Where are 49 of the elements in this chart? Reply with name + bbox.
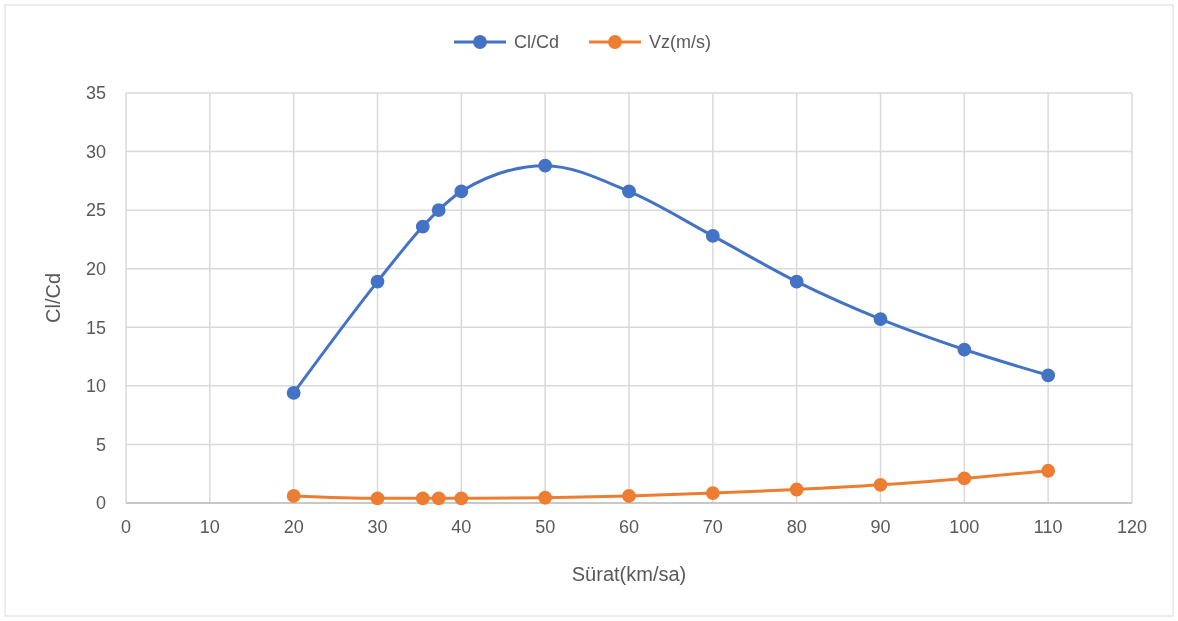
point: [622, 184, 636, 199]
point: [873, 312, 888, 326]
point: [538, 490, 553, 505]
point: [454, 491, 469, 506]
y-axis-title: Cl/Cd: [42, 272, 64, 324]
point: [705, 229, 720, 243]
x-tick-label: 50: [535, 517, 556, 537]
x-tick-label: 0: [120, 517, 132, 537]
legend-label: Cl/Cd: [514, 32, 560, 53]
point: [1041, 368, 1056, 383]
x-axis-title: Sürat(km/sa): [571, 563, 687, 585]
point: [431, 203, 446, 218]
point: [415, 219, 430, 234]
point: [415, 491, 430, 506]
point: [622, 489, 636, 503]
y-tick-label: 20: [85, 259, 106, 280]
x-tick-label: 20: [283, 517, 304, 537]
x-tick-label: 30: [367, 517, 388, 537]
y-tick-label: 10: [85, 376, 106, 397]
point: [431, 491, 446, 506]
x-tick-label: 110: [1033, 517, 1063, 537]
x-tick-label: 120: [1116, 517, 1148, 537]
point: [286, 385, 301, 400]
point: [873, 477, 888, 492]
point: [370, 491, 385, 506]
point: [370, 274, 385, 289]
x-tick-label: 60: [618, 517, 640, 537]
y-tick-label: 35: [85, 83, 106, 104]
point: [538, 158, 553, 173]
point: [705, 486, 720, 500]
point: [957, 471, 972, 486]
x-tick-label: 80: [786, 517, 807, 537]
y-tick-label: 5: [95, 434, 106, 455]
y-tick-label: 30: [85, 141, 106, 162]
x-tick-label: 90: [870, 517, 891, 537]
y-tick-label: 25: [85, 200, 106, 221]
y-tick-label: 15: [85, 317, 106, 338]
x-tick-label: 10: [199, 517, 220, 537]
point: [789, 482, 804, 497]
x-tick-label: 40: [451, 517, 472, 537]
point: [789, 274, 804, 289]
point: [286, 489, 301, 503]
x-tick-label: 100: [949, 517, 980, 537]
legend-label: Vz(m/s): [649, 32, 711, 53]
point: [957, 342, 972, 357]
point: [454, 184, 469, 199]
y-tick-label: 0: [95, 493, 106, 514]
x-tick-label: 70: [702, 517, 723, 537]
point: [1041, 463, 1056, 478]
